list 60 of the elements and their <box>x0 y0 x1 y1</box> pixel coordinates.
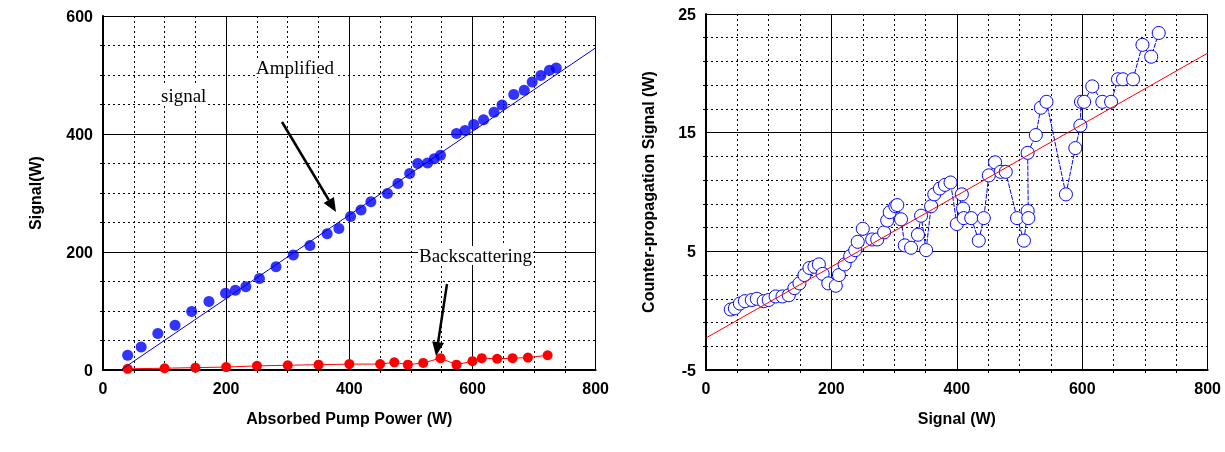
annotation: Amplified <box>256 57 335 78</box>
x-tick-label: 0 <box>98 379 108 397</box>
point <box>135 341 147 353</box>
point <box>221 362 232 373</box>
point <box>333 222 345 234</box>
point <box>496 99 508 111</box>
point <box>418 357 429 368</box>
point <box>375 359 386 370</box>
x-tick-label: 600 <box>459 379 486 397</box>
point <box>402 359 413 370</box>
point <box>203 296 215 308</box>
point <box>542 350 553 361</box>
y-axis-title: Signal(W) <box>26 156 44 230</box>
point <box>152 327 164 339</box>
point <box>190 362 201 373</box>
annotation: Backscattering <box>419 245 533 266</box>
x-tick-label: 400 <box>943 379 971 397</box>
x-tick-label: 0 <box>701 379 711 397</box>
y-tick-label: -5 <box>681 361 697 379</box>
point <box>159 363 170 374</box>
point <box>459 124 471 136</box>
x-tick-label: 200 <box>212 379 240 397</box>
point <box>518 84 530 96</box>
point <box>476 353 487 364</box>
x-tick-label: 200 <box>818 379 845 397</box>
point <box>450 127 462 139</box>
point <box>451 359 462 370</box>
x-axis-title: Signal (W) <box>917 409 996 427</box>
annotation: signal <box>161 85 207 106</box>
y-tick-label: 15 <box>678 124 697 142</box>
point <box>389 357 400 368</box>
y-tick-label: 0 <box>84 361 94 379</box>
point <box>122 349 134 361</box>
x-tick-label: 600 <box>1068 379 1096 397</box>
y-tick-label: 600 <box>66 7 94 25</box>
x-tick-label: 800 <box>1194 379 1222 397</box>
y-axis-title: Counter-propagation Signal (W) <box>639 71 657 313</box>
x-tick-label: 400 <box>335 379 363 397</box>
point <box>186 306 198 318</box>
x-tick-label: 800 <box>582 379 610 397</box>
y-tick-label: 25 <box>678 5 697 23</box>
point <box>169 319 181 331</box>
x-axis-title: Absorbed Pump Power (W) <box>246 409 453 427</box>
point <box>467 356 478 367</box>
y-tick-label: 5 <box>687 242 697 260</box>
point <box>526 76 538 88</box>
y-tick-label: 200 <box>66 243 94 261</box>
point <box>313 359 324 370</box>
point <box>535 70 547 82</box>
point <box>282 360 293 371</box>
point <box>508 88 520 100</box>
point <box>507 353 518 364</box>
point <box>492 353 503 364</box>
point <box>435 353 446 364</box>
point <box>468 119 480 131</box>
point <box>344 359 355 370</box>
y-tick-label: 400 <box>66 125 94 143</box>
point <box>550 62 562 74</box>
point <box>522 352 533 363</box>
point <box>251 360 262 371</box>
